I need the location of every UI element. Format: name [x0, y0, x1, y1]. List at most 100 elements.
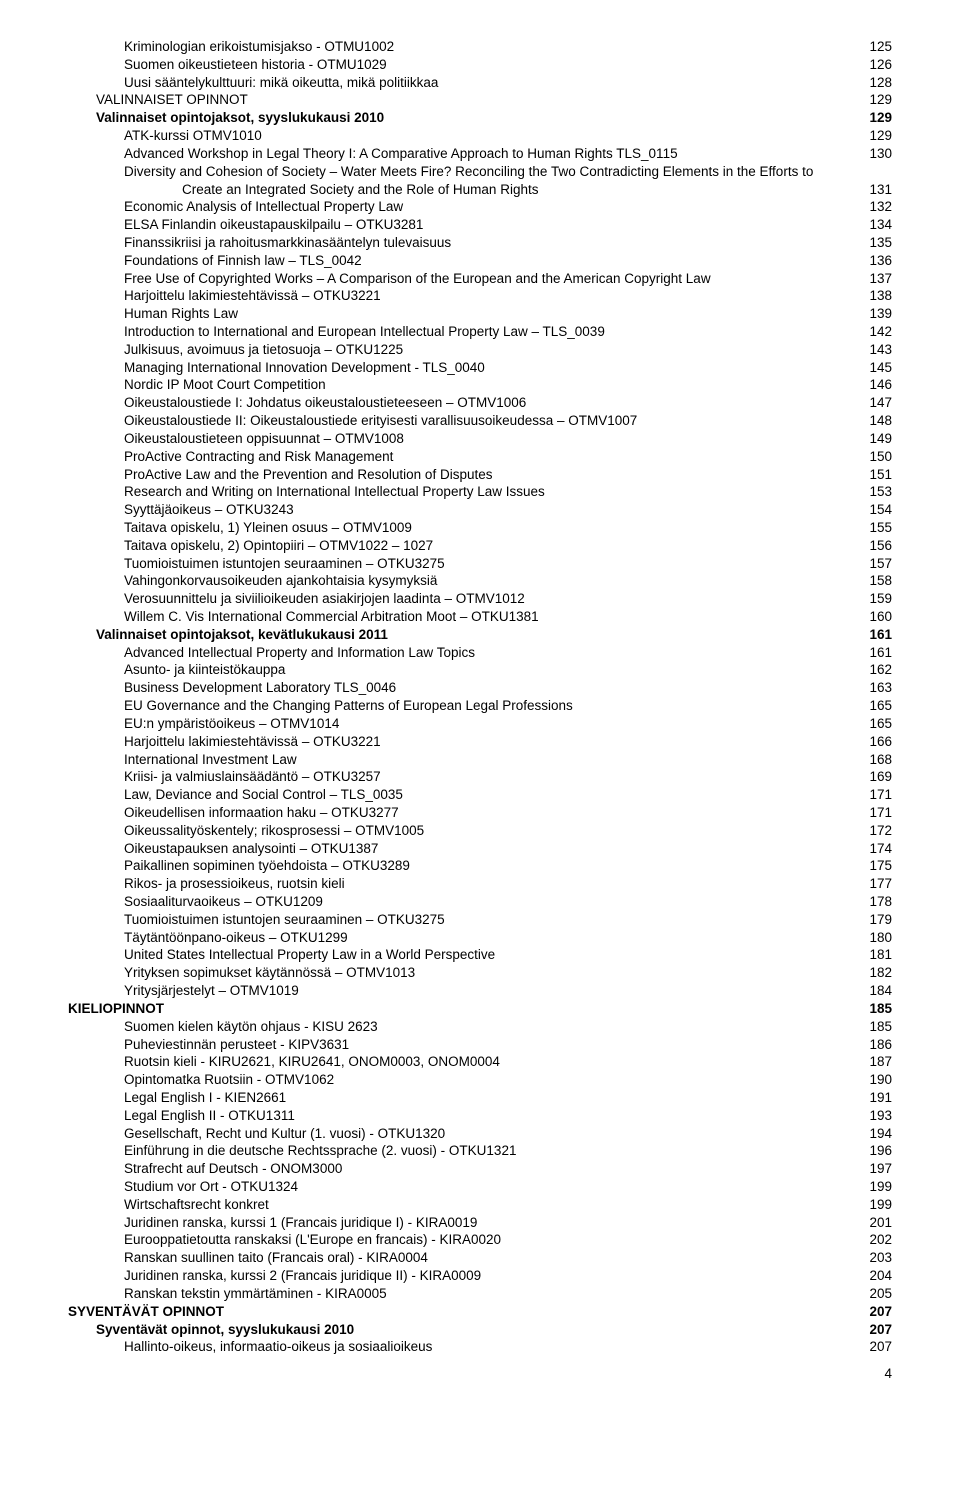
- toc-page-number: 203: [869, 1249, 892, 1267]
- toc-entry: Täytäntöönpano-oikeus – OTKU1299180: [68, 929, 892, 947]
- toc-page-number: 181: [869, 946, 892, 964]
- toc-page-number: 168: [869, 751, 892, 769]
- toc-entry: Paikallinen sopiminen työehdoista – OTKU…: [68, 857, 892, 875]
- toc-label: Harjoittelu lakimiestehtävissä – OTKU322…: [124, 287, 381, 305]
- toc-label: SYVENTÄVÄT OPINNOT: [68, 1303, 224, 1321]
- toc-page-number: 147: [869, 394, 892, 412]
- toc-label: Syyttäjäoikeus – OTKU3243: [124, 501, 294, 519]
- toc-entry: Puheviestinnän perusteet - KIPV3631186: [68, 1036, 892, 1054]
- toc-page-number: 125: [869, 38, 892, 56]
- toc-entry: Diversity and Cohesion of Society – Wate…: [68, 163, 892, 181]
- toc-page-number: 202: [869, 1231, 892, 1249]
- toc-label: Juridinen ranska, kurssi 2 (Francais jur…: [124, 1267, 481, 1285]
- toc-label: Juridinen ranska, kurssi 1 (Francais jur…: [124, 1214, 477, 1232]
- toc-page-number: 143: [869, 341, 892, 359]
- toc-label: Tuomioistuimen istuntojen seuraaminen – …: [124, 911, 445, 929]
- toc-label: Wirtschaftsrecht konkret: [124, 1196, 269, 1214]
- toc-entry: Legal English I - KIEN2661191: [68, 1089, 892, 1107]
- toc-label: Finanssikriisi ja rahoitusmarkkinasäänte…: [124, 234, 451, 252]
- toc-entry: Tuomioistuimen istuntojen seuraaminen – …: [68, 911, 892, 929]
- toc-entry: Studium vor Ort - OTKU1324199: [68, 1178, 892, 1196]
- toc-label: Taitava opiskelu, 1) Yleinen osuus – OTM…: [124, 519, 412, 537]
- toc-page-number: 137: [869, 270, 892, 288]
- toc-page-number: 157: [869, 555, 892, 573]
- toc-entry: Create an Integrated Society and the Rol…: [68, 181, 892, 199]
- toc-label: Tuomioistuimen istuntojen seuraaminen – …: [124, 555, 445, 573]
- toc-label: EU Governance and the Changing Patterns …: [124, 697, 573, 715]
- toc-label: Advanced Workshop in Legal Theory I: A C…: [124, 145, 678, 163]
- toc-label: Asunto- ja kiinteistökauppa: [124, 661, 285, 679]
- toc-page-number: 178: [869, 893, 892, 911]
- toc-label: Foundations of Finnish law – TLS_0042: [124, 252, 362, 270]
- toc-label: Paikallinen sopiminen työehdoista – OTKU…: [124, 857, 410, 875]
- toc-label: ELSA Finlandin oikeustapauskilpailu – OT…: [124, 216, 423, 234]
- toc-entry: Managing International Innovation Develo…: [68, 359, 892, 377]
- toc-label: Business Development Laboratory TLS_0046: [124, 679, 396, 697]
- toc-label: KIELIOPINNOT: [68, 1000, 164, 1018]
- toc-label: Valinnaiset opintojaksot, kevätlukukausi…: [96, 626, 388, 644]
- toc-label: ProActive Contracting and Risk Managemen…: [124, 448, 393, 466]
- toc-entry: Yritysjärjestelyt – OTMV1019184: [68, 982, 892, 1000]
- toc-label: Research and Writing on International In…: [124, 483, 545, 501]
- toc-page-number: 165: [869, 715, 892, 733]
- toc-label: Yrityksen sopimukset käytännössä – OTMV1…: [124, 964, 415, 982]
- toc-page-number: 171: [869, 786, 892, 804]
- toc-label: Legal English I - KIEN2661: [124, 1089, 286, 1107]
- toc-page-number: 199: [869, 1178, 892, 1196]
- toc-entry: KIELIOPINNOT185: [68, 1000, 892, 1018]
- toc-entry: Advanced Intellectual Property and Infor…: [68, 644, 892, 662]
- toc-page-number: 165: [869, 697, 892, 715]
- toc-page-number: 201: [869, 1214, 892, 1232]
- toc-page-number: 126: [869, 56, 892, 74]
- toc-label: Oikeustaloustiede I: Johdatus oikeustalo…: [124, 394, 526, 412]
- toc-page-number: 172: [869, 822, 892, 840]
- toc-label: Diversity and Cohesion of Society – Wate…: [124, 163, 813, 181]
- toc-label: Ranskan suullinen taito (Francais oral) …: [124, 1249, 428, 1267]
- toc-entry: Uusi sääntelykulttuuri: mikä oikeutta, m…: [68, 74, 892, 92]
- toc-entry: Research and Writing on International In…: [68, 483, 892, 501]
- toc-page-number: 159: [869, 590, 892, 608]
- toc-page-number: 196: [869, 1142, 892, 1160]
- toc-entry: Valinnaiset opintojaksot, syyslukukausi …: [68, 109, 892, 127]
- toc-page-number: 153: [869, 483, 892, 501]
- toc-entry: Hallinto-oikeus, informaatio-oikeus ja s…: [68, 1338, 892, 1356]
- toc-label: Syventävät opinnot, syyslukukausi 2010: [96, 1321, 354, 1339]
- toc-label: Taitava opiskelu, 2) Opintopiiri – OTMV1…: [124, 537, 433, 555]
- toc-entry: Vahingonkorvausoikeuden ajankohtaisia ky…: [68, 572, 892, 590]
- toc-entry: Julkisuus, avoimuus ja tietosuoja – OTKU…: [68, 341, 892, 359]
- toc-page-number: 190: [869, 1071, 892, 1089]
- toc-label: Oikeudellisen informaation haku – OTKU32…: [124, 804, 399, 822]
- toc-page-number: 207: [869, 1338, 892, 1356]
- toc-label: Vahingonkorvausoikeuden ajankohtaisia ky…: [124, 572, 437, 590]
- toc-page-number: 175: [869, 857, 892, 875]
- toc-label: Puheviestinnän perusteet - KIPV3631: [124, 1036, 349, 1054]
- toc-entry: Oikeustaloustieteen oppisuunnat – OTMV10…: [68, 430, 892, 448]
- toc-page-number: 207: [869, 1321, 892, 1339]
- toc-label: Verosuunnittelu ja siviilioikeuden asiak…: [124, 590, 525, 608]
- toc-label: ATK-kurssi OTMV1010: [124, 127, 262, 145]
- toc-page-number: 145: [869, 359, 892, 377]
- toc-label: Law, Deviance and Social Control – TLS_0…: [124, 786, 403, 804]
- toc-page-number: 182: [869, 964, 892, 982]
- toc-page-number: 166: [869, 733, 892, 751]
- toc-label: EU:n ympäristöoikeus – OTMV1014: [124, 715, 339, 733]
- toc-page-number: 162: [869, 661, 892, 679]
- toc-label: Ranskan tekstin ymmärtäminen - KIRA0005: [124, 1285, 387, 1303]
- toc-entry: Verosuunnittelu ja siviilioikeuden asiak…: [68, 590, 892, 608]
- toc-entry: Economic Analysis of Intellectual Proper…: [68, 198, 892, 216]
- toc-page-number: 197: [869, 1160, 892, 1178]
- toc-page: Kriminologian erikoistumisjakso - OTMU10…: [0, 0, 960, 1421]
- toc-entry: Kriisi- ja valmiuslainsäädäntö – OTKU325…: [68, 768, 892, 786]
- toc-entry: Oikeussalityöskentely; rikosprosessi – O…: [68, 822, 892, 840]
- toc-page-number: 180: [869, 929, 892, 947]
- toc-label: Nordic IP Moot Court Competition: [124, 376, 326, 394]
- toc-entry: ProActive Contracting and Risk Managemen…: [68, 448, 892, 466]
- toc-page-number: 193: [869, 1107, 892, 1125]
- toc-entry: ELSA Finlandin oikeustapauskilpailu – OT…: [68, 216, 892, 234]
- toc-entry: Foundations of Finnish law – TLS_0042136: [68, 252, 892, 270]
- toc-page-number: 161: [869, 626, 892, 644]
- toc-label: Suomen oikeustieteen historia - OTMU1029: [124, 56, 387, 74]
- toc-entry: Syyttäjäoikeus – OTKU3243154: [68, 501, 892, 519]
- toc-entry: ProActive Law and the Prevention and Res…: [68, 466, 892, 484]
- toc-entry: Harjoittelu lakimiestehtävissä – OTKU322…: [68, 287, 892, 305]
